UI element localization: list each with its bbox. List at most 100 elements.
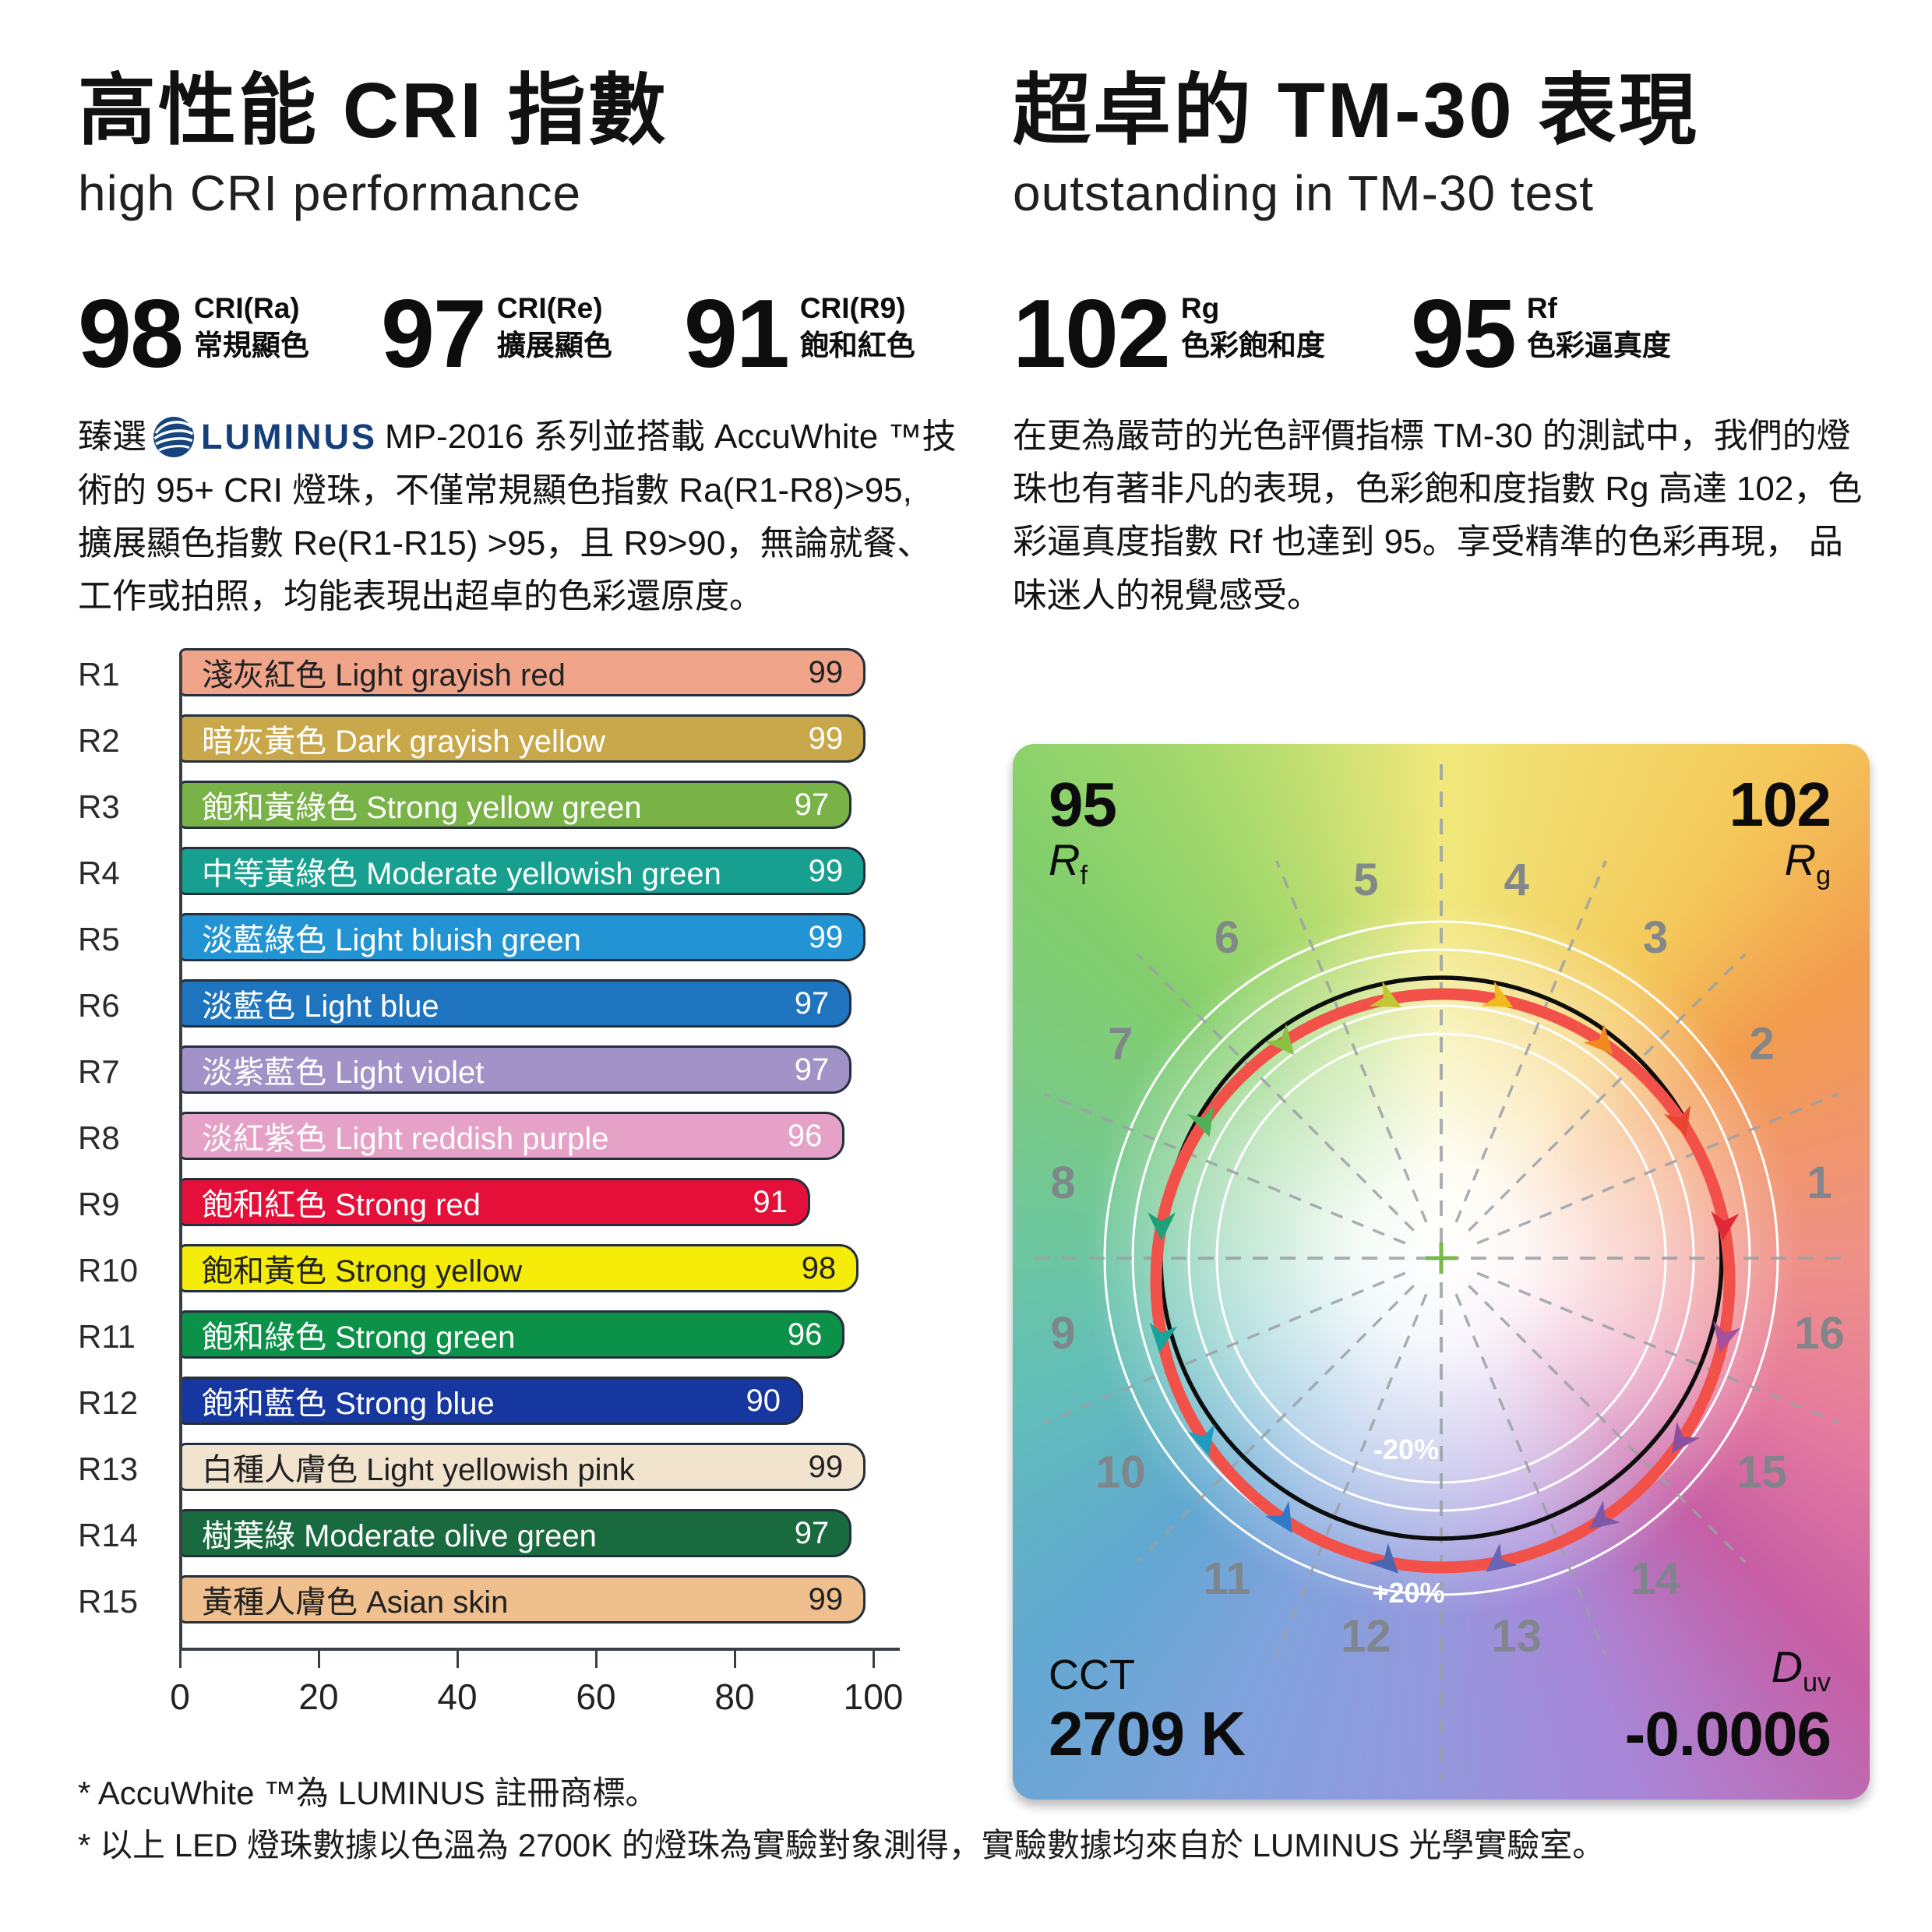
bar-label: 淺灰紅色 Light grayish red	[202, 658, 566, 693]
left-paragraph: 臻選 LUMINUS MP-2016 系列並搭載 AccuWhite ™技 術的…	[78, 410, 956, 623]
bar-value: 99	[808, 721, 844, 756]
stat-label-bottom: 擴展顯色	[496, 330, 612, 362]
bar-value: 96	[787, 1317, 823, 1352]
right-paragraph: 在更為嚴苛的光色評價指標 TM-30 的測試中，我們的燈 珠也有著非凡的表現，色…	[1013, 410, 1909, 622]
bar-value: 97	[794, 985, 830, 1021]
bar: 淺灰紅色 Light grayish red 99	[179, 648, 866, 696]
rg-value: 102	[1729, 770, 1832, 839]
bar-rows: R1 淺灰紅色 Light grayish red 99 R2 暗灰黃色 Dark gr…	[78, 648, 923, 1628]
stat-cri-r9: 91 CRI(R9) 飽和紅色	[684, 286, 915, 383]
bar-row: R15 黃種人膚色 Asian skin 99	[78, 1575, 923, 1628]
bar: 飽和藍色 Strong blue 90	[179, 1377, 803, 1425]
tm30-hue-arrow-11	[1264, 1500, 1292, 1533]
rf-value: 95	[1049, 770, 1117, 839]
bar-track: 樹葉綠 Moderate olive green 97	[179, 1509, 873, 1562]
bar: 飽和綠色 Strong green 96	[179, 1310, 845, 1359]
rf-symbol: R	[1049, 835, 1081, 884]
tm30-hue-bin-number: 6	[1215, 912, 1239, 963]
stat-label-bottom: 飽和紅色	[799, 330, 915, 362]
stat-value: 95	[1410, 280, 1517, 388]
tm30-minus20-label: -20%	[1373, 1433, 1439, 1465]
bar-row: R4 中等黃綠色 Moderate yellowish green 99	[78, 847, 923, 900]
bar-value: 97	[794, 787, 830, 822]
stat-value: 97	[380, 280, 487, 388]
bar-label: 飽和紅色 Strong red	[202, 1188, 481, 1222]
cri-stats-row: 98 CRI(Ra) 常規顯色 97 CRI(Re) 擴展顯色 91 CRI(R…	[78, 280, 915, 388]
tm30-hue-bin-number: 5	[1353, 855, 1378, 905]
tm30-hue-arrow-13	[1486, 1542, 1518, 1572]
stat-label-top: CRI(Re)	[496, 292, 603, 324]
bar: 飽和黃綠色 Strong yellow green 97	[179, 781, 852, 829]
bar-row: R13 白種人膚色 Light yellowish pink 99	[78, 1443, 923, 1496]
bar-category-label: R2	[78, 722, 120, 759]
stat-label-top: CRI(Ra)	[193, 292, 300, 324]
bar-value: 99	[808, 919, 844, 954]
rg-subscript: g	[1816, 861, 1831, 891]
bar-value: 96	[787, 1118, 823, 1153]
tm30-sector-boundary	[1468, 953, 1747, 1232]
tm30-plus20-label: +20%	[1372, 1577, 1444, 1609]
bar-track: 飽和紅色 Strong red 91	[179, 1178, 873, 1231]
paragraph-text: 臻選	[78, 417, 146, 456]
bar-row: R11 飽和綠色 Strong green 96	[78, 1310, 923, 1363]
x-axis-tick	[179, 1651, 182, 1668]
bar-value: 97	[794, 1515, 830, 1550]
tm30-sector-boundary	[1454, 1293, 1607, 1656]
bar-track: 暗灰黃色 Dark grayish yellow 99	[179, 714, 873, 767]
bar-category-label: R9	[78, 1186, 120, 1222]
tm30-sector-boundary	[1468, 1285, 1747, 1564]
tm30-sector-boundary	[1136, 1285, 1415, 1564]
duv-value: -0.0006	[1624, 1699, 1832, 1768]
tm30-test-curve	[1150, 988, 1736, 1574]
bar-row: R14 樹葉綠 Moderate olive green 97	[78, 1509, 923, 1562]
tm30-hue-arrow-5	[1369, 981, 1401, 1007]
tm30-hue-bin-number: 10	[1095, 1447, 1146, 1498]
stat-cri-ra: 98 CRI(Ra) 常規顯色	[78, 286, 309, 383]
tm30-sector-boundary	[1043, 1092, 1406, 1245]
bar-category-label: R1	[78, 656, 120, 693]
bar: 飽和黃色 Strong yellow 98	[179, 1244, 859, 1292]
tm30-hue-bin-number: 8	[1050, 1158, 1075, 1208]
paragraph-text: 工作或拍照，均能表現出超卓的色彩還原度。	[78, 577, 763, 616]
luminus-logo: LUMINUS	[153, 410, 377, 464]
bar-value: 97	[794, 1052, 830, 1087]
tm30-hue-bin-number: 3	[1643, 912, 1668, 963]
tm30-hue-bin-number: 15	[1736, 1447, 1787, 1498]
bar-track: 飽和黃綠色 Strong yellow green 97	[179, 781, 873, 834]
rf-subscript: f	[1080, 861, 1088, 891]
footnote-line: * 以上 LED 燈珠數據以色溫為 2700K 的燈珠為實驗對象測得，實驗數據均…	[78, 1827, 1606, 1864]
cct-value: 2709 K	[1049, 1699, 1246, 1768]
bar: 中等黃綠色 Moderate yellowish green 99	[179, 847, 866, 895]
stat-label-top: Rf	[1526, 292, 1557, 324]
tm30-sector-boundary	[1476, 1092, 1839, 1245]
tm30-hue-bin-number: 12	[1341, 1611, 1391, 1662]
bar: 淡藍色 Light blue 97	[179, 979, 852, 1028]
paragraph-text: 彩逼真度指數 Rf 也達到 95。享受精準的色彩再現， 品	[1013, 523, 1843, 562]
bar: 暗灰黃色 Dark grayish yellow 99	[179, 714, 866, 763]
stat-label-bottom: 常規顯色	[193, 330, 309, 362]
tm30-hue-bin-number: 2	[1749, 1019, 1774, 1070]
bar-row: R2 暗灰黃色 Dark grayish yellow 99	[78, 714, 923, 767]
stat-value: 102	[1013, 280, 1171, 388]
bar-category-label: R5	[78, 921, 120, 957]
bar-track: 飽和黃色 Strong yellow 98	[179, 1244, 873, 1297]
bar-row: R6 淡藍色 Light blue 97	[78, 979, 923, 1032]
bar: 淡紫藍色 Light violet 97	[179, 1045, 852, 1094]
tm30-hue-bin-number: 11	[1203, 1553, 1250, 1604]
bar-value: 99	[808, 1581, 844, 1616]
bar-category-label: R8	[78, 1119, 120, 1156]
bar-track: 中等黃綠色 Moderate yellowish green 99	[179, 847, 873, 900]
bar-track: 白種人膚色 Light yellowish pink 99	[179, 1443, 873, 1496]
x-axis-line	[179, 1648, 900, 1651]
bar-track: 飽和綠色 Strong green 96	[179, 1310, 873, 1363]
bar-label: 白種人膚色 Light yellowish pink	[202, 1453, 635, 1487]
tm30-hue-bin-number: 14	[1631, 1553, 1681, 1604]
tm30-sector-boundary	[1136, 953, 1415, 1232]
tm30-hue-arrow-9	[1149, 1322, 1178, 1353]
stat-label-bottom: 色彩飽和度	[1180, 330, 1325, 362]
tm30-rg-readout: 102 Rg	[1729, 770, 1832, 891]
luminus-wordmark: LUMINUS	[201, 417, 377, 457]
tm30-hue-bin-number: 1	[1807, 1158, 1832, 1208]
tm30-sector-boundary	[1275, 860, 1428, 1223]
